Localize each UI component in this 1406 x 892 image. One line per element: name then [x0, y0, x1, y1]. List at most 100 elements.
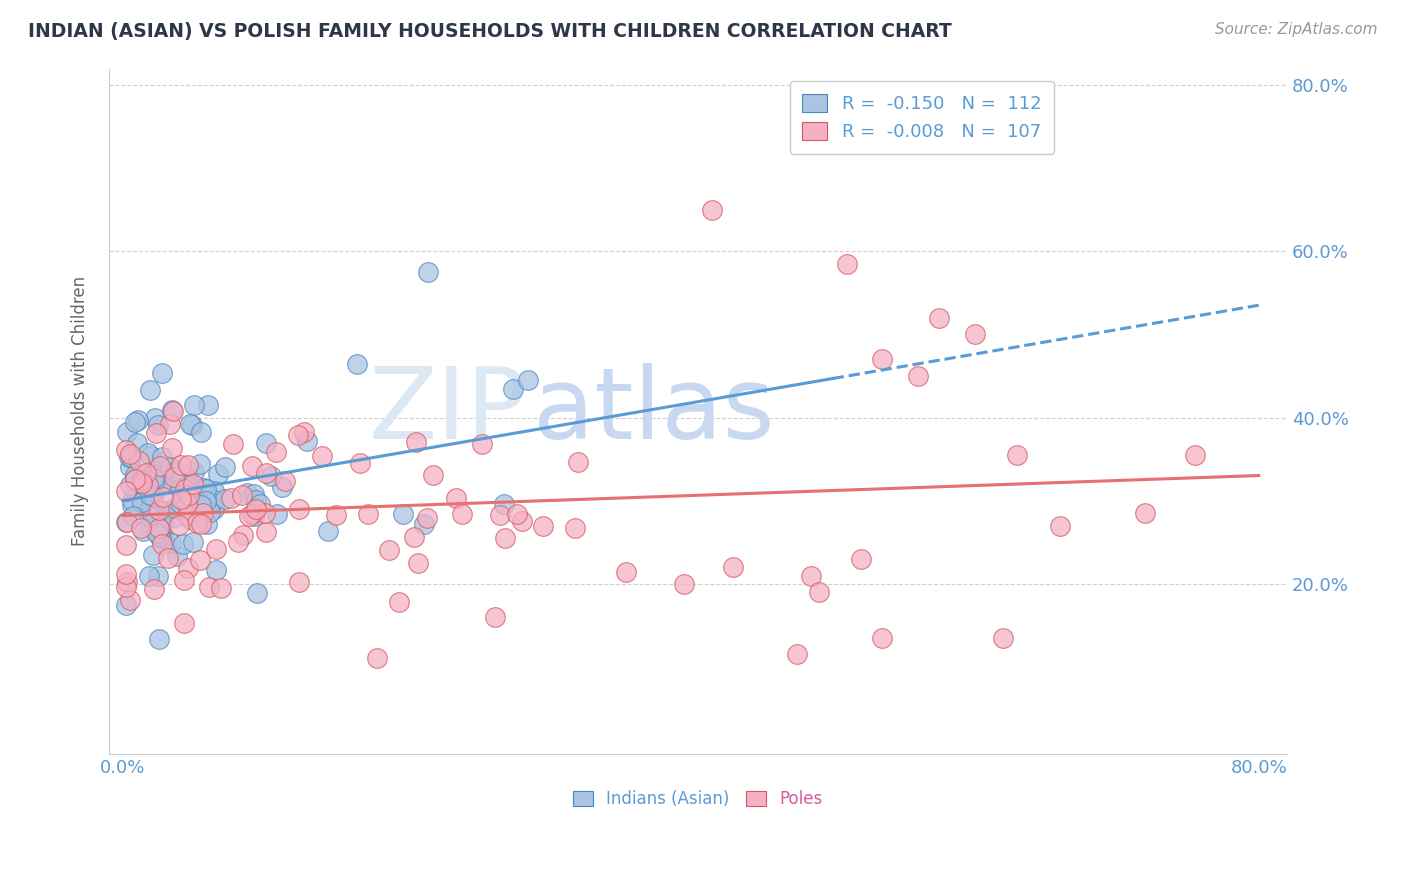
Point [176, 508, 198, 523]
Point [120, 450, 142, 464]
Text: INDIAN (ASIAN) VS POLISH FAMILY HOUSEHOLDS WITH CHILDREN CORRELATION CHART: INDIAN (ASIAN) VS POLISH FAMILY HOUSEHOL… [28, 22, 952, 41]
Point [139, 450, 162, 464]
Point [502, 382, 524, 396]
Legend: Indians (Asian), Poles: Indians (Asian), Poles [567, 783, 830, 814]
Point [131, 524, 153, 538]
Point [188, 553, 211, 567]
Point [152, 491, 174, 505]
Point [138, 468, 160, 483]
Point [494, 531, 516, 545]
Point [132, 467, 155, 482]
Point [118, 478, 141, 492]
Point [266, 508, 288, 522]
Point [148, 529, 170, 543]
Point [254, 467, 277, 481]
Point [114, 580, 136, 594]
Point [124, 415, 146, 429]
Point [195, 494, 218, 508]
Point [142, 464, 165, 478]
Point [489, 508, 512, 522]
Point [131, 473, 153, 487]
Point [169, 482, 191, 496]
Point [127, 436, 149, 450]
Point [245, 493, 267, 508]
Point [117, 425, 139, 439]
Point [162, 404, 184, 418]
Point [114, 538, 136, 552]
Point [219, 491, 242, 506]
Point [115, 575, 138, 590]
Point [163, 465, 186, 479]
Point [191, 507, 214, 521]
Point [176, 477, 198, 491]
Point [159, 417, 181, 431]
Point [700, 202, 723, 217]
Point [242, 509, 264, 524]
Y-axis label: Family Households with Children: Family Households with Children [72, 277, 89, 547]
Point [1007, 448, 1029, 462]
Point [167, 473, 190, 487]
Point [128, 454, 150, 468]
Point [266, 445, 288, 459]
Point [115, 515, 138, 529]
Point [142, 549, 165, 563]
Point [422, 468, 444, 483]
Point [114, 442, 136, 457]
Point [162, 510, 184, 524]
Point [131, 495, 153, 509]
Point [197, 398, 219, 412]
Point [176, 483, 198, 498]
Point [207, 467, 229, 481]
Point [181, 417, 204, 432]
Point [120, 447, 142, 461]
Point [146, 417, 169, 432]
Point [167, 517, 190, 532]
Point [179, 512, 201, 526]
Point [232, 528, 254, 542]
Point [163, 469, 186, 483]
Point [325, 508, 347, 522]
Point [118, 460, 141, 475]
Point [254, 435, 277, 450]
Point [311, 449, 333, 463]
Point [183, 398, 205, 412]
Point [412, 517, 434, 532]
Point [176, 497, 198, 511]
Point [188, 457, 211, 471]
Point [124, 473, 146, 487]
Point [177, 458, 200, 473]
Point [567, 455, 589, 469]
Point [150, 537, 173, 551]
Point [174, 493, 197, 508]
Point [148, 518, 170, 533]
Point [183, 465, 205, 479]
Point [800, 568, 823, 582]
Point [181, 486, 204, 500]
Point [177, 475, 200, 490]
Point [484, 610, 506, 624]
Point [807, 585, 830, 599]
Point [193, 481, 215, 495]
Point [872, 631, 894, 645]
Point [170, 458, 193, 472]
Point [190, 498, 212, 512]
Point [415, 511, 437, 525]
Point [181, 477, 204, 491]
Point [131, 476, 153, 491]
Point [506, 507, 529, 521]
Point [148, 503, 170, 517]
Point [150, 519, 173, 533]
Point [114, 516, 136, 530]
Point [129, 521, 152, 535]
Point [146, 526, 169, 541]
Point [195, 482, 218, 496]
Point [963, 327, 986, 342]
Point [150, 450, 173, 464]
Point [152, 510, 174, 524]
Point [204, 563, 226, 577]
Point [907, 369, 929, 384]
Point [214, 491, 236, 506]
Point [150, 531, 173, 545]
Point [129, 495, 152, 509]
Point [195, 516, 218, 531]
